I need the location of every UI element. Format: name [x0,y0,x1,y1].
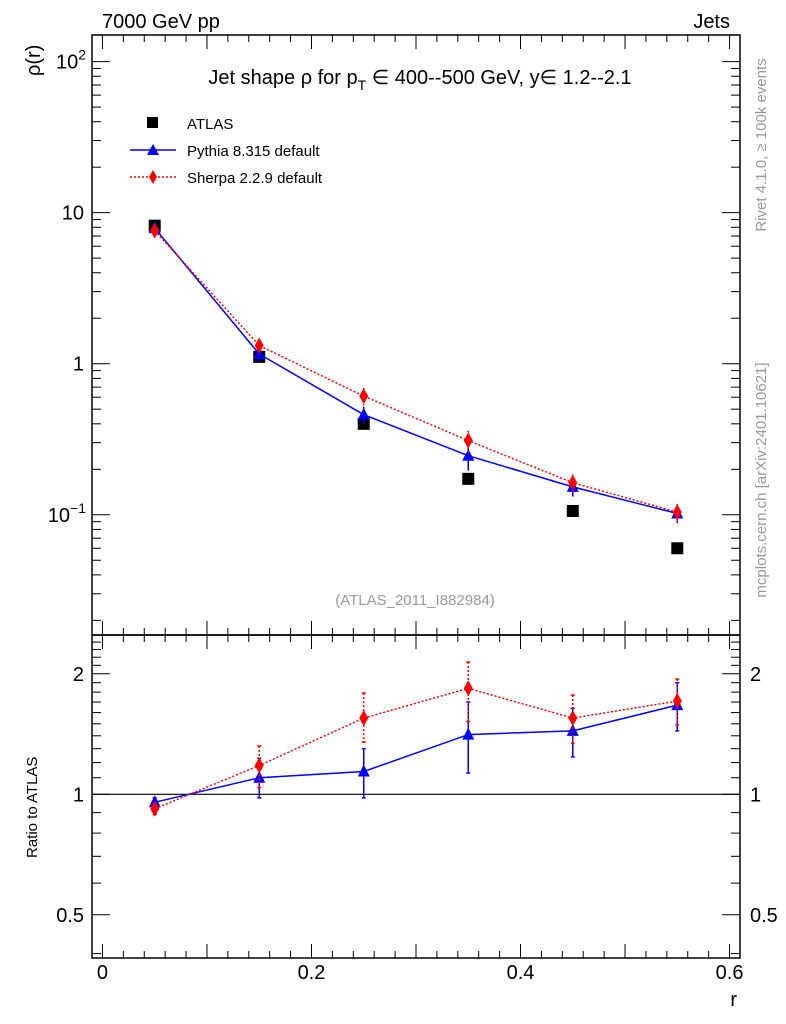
rivet-label: Rivet 4.1.0, ≥ 100k events [753,58,770,231]
pythia-line [154,227,678,515]
pythia-ratio-line [154,704,678,804]
y-tick-label: 102 [56,47,86,74]
sherpa-ratio-point [254,757,264,774]
x-tick-label: 0.4 [507,962,535,984]
sherpa-ratio-line [154,687,678,810]
sherpa-ratio-point [463,680,473,697]
legend-sherpa-marker [149,170,157,184]
legend-atlas-label: ATLAS [187,116,233,133]
sherpa-point [254,337,264,354]
legend-pythia-label: Pythia 8.315 default [187,143,320,160]
header-right: Jets [693,11,730,33]
sherpa-ratio-point [672,693,682,710]
chart-title: Jet shape ρ for pT ∈ 400--500 GeV, y∈ 1.… [208,67,631,93]
pythia-ratio-point [462,727,475,740]
sherpa-point [359,388,369,405]
legend-sherpa-label: Sherpa 2.2.9 default [187,170,323,187]
analysis-id: (ATLAS_2011_I882984) [335,592,495,609]
sherpa-ratio-point [359,710,369,727]
sherpa-ratio-point [150,800,160,817]
sherpa-ratio-point [568,710,578,727]
pythia-ratio-point [566,723,579,736]
y-tick-label: 1 [73,354,84,376]
ratio-y-tick-label-right: 1 [750,784,761,806]
atlas-point [671,542,684,555]
sherpa-point [568,474,578,491]
sherpa-point [150,222,160,239]
pythia-point [357,407,370,420]
ratio-y-tick-label-right: 2 [750,664,761,686]
pythia-point [462,448,475,461]
y-tick-label: 10 [62,203,84,225]
pythia-ratio-point [253,770,266,783]
ratio-plot-frame [91,634,741,959]
header-left: 7000 GeV pp [102,11,220,33]
sherpa-line [154,230,678,513]
legend-pythia-marker [147,144,159,155]
legend-atlas-marker [147,117,158,128]
ratio-y-tick-label: 0.5 [56,905,84,927]
sherpa-point [463,432,473,449]
mcplots-label: mcplots.cern.ch [arXiv:2401.10621] [753,362,770,597]
ratio-y-tick-label-right: 0.5 [750,905,778,927]
sherpa-point [672,504,682,521]
ratio-y-tick-label: 1 [73,784,84,806]
y-axis-label: ρ(r) [23,45,45,76]
x-tick-label: 0.6 [716,962,744,984]
y-tick-label: 10−1 [48,500,86,527]
atlas-point [462,472,475,485]
x-tick-label: 0 [97,962,108,984]
legend: ATLAS Pythia 8.315 default Sherpa 2.2.9 … [130,116,323,187]
ratio-y-axis-label: Ratio to ATLAS [24,757,41,858]
pythia-ratio-point [357,764,370,777]
atlas-point [566,504,579,517]
x-axis-label: r [730,989,737,1011]
ratio-y-tick-label: 2 [73,664,84,686]
x-tick-label: 0.2 [298,962,326,984]
